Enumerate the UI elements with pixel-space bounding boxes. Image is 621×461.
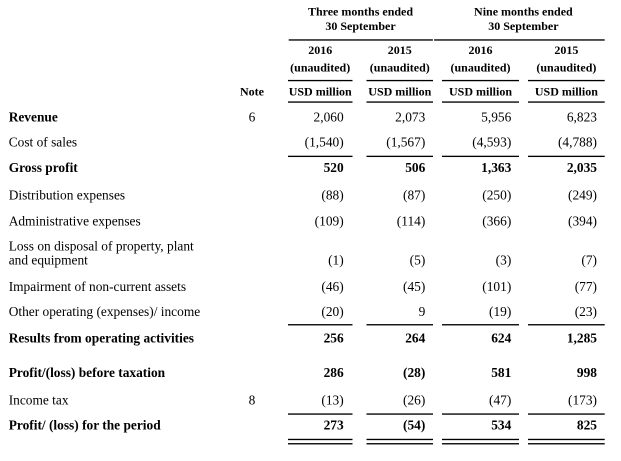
- svg-text:Cost of sales: Cost of sales: [9, 135, 77, 150]
- svg-text:6: 6: [249, 110, 256, 125]
- svg-text:(114): (114): [397, 214, 426, 229]
- svg-text:(88): (88): [321, 187, 343, 202]
- svg-text:(23): (23): [575, 304, 597, 319]
- svg-text:(13): (13): [321, 392, 343, 407]
- svg-text:USD million: USD million: [289, 85, 352, 99]
- svg-text:2,060: 2,060: [314, 110, 344, 125]
- svg-text:Profit/ (loss) for the period: Profit/ (loss) for the period: [9, 418, 162, 433]
- svg-text:30 September: 30 September: [325, 19, 396, 33]
- svg-text:(87): (87): [403, 187, 425, 202]
- svg-text:6,823: 6,823: [567, 110, 597, 125]
- svg-text:286: 286: [324, 365, 344, 380]
- svg-text:(19): (19): [489, 304, 511, 319]
- svg-text:Three months ended: Three months ended: [308, 5, 413, 19]
- svg-text:(109): (109): [315, 214, 344, 229]
- svg-text:(47): (47): [489, 392, 511, 407]
- svg-text:Impairment of non-current asse: Impairment of non-current assets: [9, 279, 186, 294]
- svg-text:(unaudited): (unaudited): [290, 61, 350, 75]
- svg-text:2,073: 2,073: [395, 110, 425, 125]
- svg-text:Gross profit: Gross profit: [9, 160, 79, 175]
- svg-text:(20): (20): [321, 304, 343, 319]
- svg-text:and equipment: and equipment: [9, 253, 88, 268]
- svg-text:(3): (3): [496, 253, 512, 268]
- svg-text:1,363: 1,363: [481, 160, 511, 175]
- svg-text:Results from operating activit: Results from operating activities: [9, 330, 194, 345]
- svg-text:(46): (46): [321, 279, 343, 294]
- svg-text:(394): (394): [568, 214, 597, 229]
- svg-text:(173): (173): [568, 392, 597, 407]
- svg-text:USD million: USD million: [449, 85, 512, 99]
- svg-text:825: 825: [577, 418, 597, 433]
- svg-text:264: 264: [405, 330, 425, 345]
- svg-text:USD million: USD million: [535, 85, 598, 99]
- svg-text:506: 506: [405, 160, 425, 175]
- svg-text:(unaudited): (unaudited): [370, 61, 430, 75]
- svg-text:(45): (45): [403, 279, 425, 294]
- svg-text:998: 998: [577, 365, 597, 380]
- svg-text:(4,788): (4,788): [558, 135, 597, 150]
- svg-text:(4,593): (4,593): [472, 135, 511, 150]
- svg-text:(7): (7): [581, 253, 597, 268]
- svg-text:2015: 2015: [388, 43, 412, 57]
- svg-text:(366): (366): [482, 214, 511, 229]
- svg-text:(26): (26): [403, 392, 425, 407]
- svg-text:1,285: 1,285: [567, 330, 597, 345]
- svg-text:273: 273: [324, 418, 344, 433]
- svg-text:Loss on disposal of property,: Loss on disposal of property, plant: [9, 239, 194, 254]
- svg-text:Administrative expenses: Administrative expenses: [9, 214, 141, 229]
- svg-text:(1,540): (1,540): [305, 135, 344, 150]
- svg-text:581: 581: [491, 365, 511, 380]
- svg-text:(28): (28): [403, 365, 425, 380]
- svg-text:534: 534: [491, 418, 511, 433]
- svg-text:Income tax: Income tax: [9, 392, 69, 407]
- svg-text:(101): (101): [482, 279, 511, 294]
- svg-text:2015: 2015: [554, 43, 578, 57]
- svg-text:(250): (250): [482, 187, 511, 202]
- svg-text:(1,567): (1,567): [386, 135, 425, 150]
- svg-text:(5): (5): [410, 253, 426, 268]
- svg-text:2,035: 2,035: [567, 160, 597, 175]
- svg-text:Revenue: Revenue: [9, 110, 58, 125]
- svg-text:624: 624: [491, 330, 511, 345]
- svg-text:Profit/(loss) before taxation: Profit/(loss) before taxation: [9, 365, 166, 380]
- svg-text:Other operating (expenses)/ in: Other operating (expenses)/ income: [9, 304, 201, 319]
- svg-text:(249): (249): [568, 187, 597, 202]
- svg-text:Distribution expenses: Distribution expenses: [9, 187, 125, 202]
- svg-text:(54): (54): [403, 418, 425, 433]
- svg-text:30 September: 30 September: [488, 19, 559, 33]
- svg-text:9: 9: [419, 304, 426, 319]
- svg-text:Note: Note: [240, 85, 265, 99]
- svg-text:(1): (1): [328, 253, 344, 268]
- svg-text:520: 520: [324, 160, 344, 175]
- svg-text:(77): (77): [575, 279, 597, 294]
- svg-text:(unaudited): (unaudited): [536, 61, 596, 75]
- svg-text:8: 8: [249, 392, 256, 407]
- svg-text:Nine months ended: Nine months ended: [474, 5, 573, 19]
- svg-text:2016: 2016: [308, 43, 332, 57]
- svg-text:(unaudited): (unaudited): [450, 61, 510, 75]
- svg-text:USD million: USD million: [368, 85, 431, 99]
- svg-text:256: 256: [324, 330, 344, 345]
- svg-text:5,956: 5,956: [481, 110, 511, 125]
- svg-text:2016: 2016: [469, 43, 493, 57]
